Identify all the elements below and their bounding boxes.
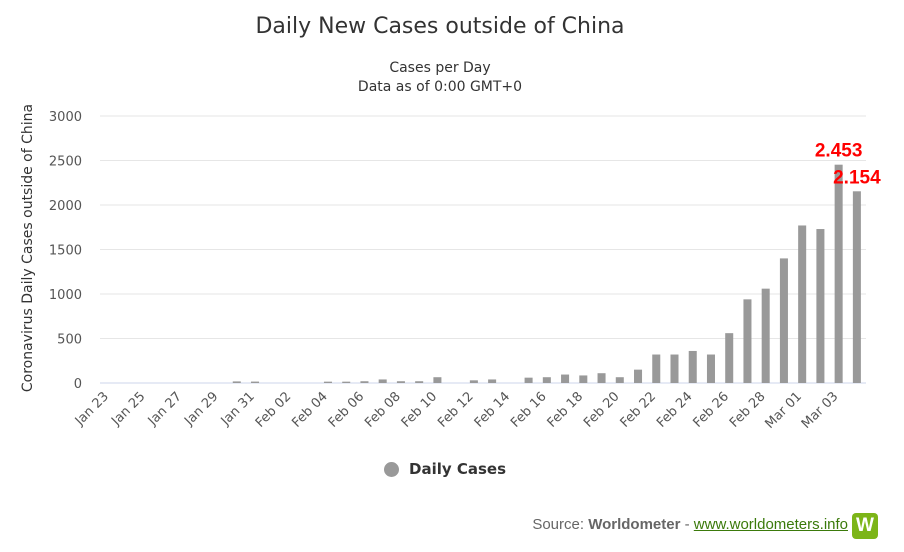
bar[interactable]	[779, 258, 788, 383]
chart-title: Daily New Cases outside of China	[255, 14, 625, 39]
x-tick-label: Feb 12	[435, 389, 477, 431]
x-tick-label: Mar 01	[762, 389, 805, 432]
bar[interactable]	[396, 381, 405, 383]
data-label: 2.154	[833, 167, 881, 188]
worldometer-logo: W	[852, 513, 878, 539]
bar[interactable]	[688, 350, 697, 383]
bar[interactable]	[342, 381, 351, 383]
source-separator: -	[680, 516, 694, 533]
y-tick-label: 0	[74, 377, 82, 392]
legend-label: Daily Cases	[409, 460, 507, 478]
data-label: 2.453	[815, 141, 863, 162]
bar[interactable]	[251, 381, 260, 383]
bar[interactable]	[725, 333, 734, 383]
bar[interactable]	[852, 191, 861, 383]
x-tick-label: Feb 16	[508, 389, 550, 431]
x-tick-label: Feb 20	[581, 389, 623, 431]
bar[interactable]	[670, 354, 679, 383]
x-tick-label: Feb 14	[472, 389, 514, 431]
bar[interactable]	[415, 381, 424, 383]
chart-subtitle-line-2: Data as of 0:00 GMT+0	[357, 79, 523, 95]
x-tick-label: Jan 31	[218, 389, 258, 429]
bar[interactable]	[706, 354, 715, 383]
bar[interactable]	[597, 373, 606, 383]
source-prefix: Source:	[532, 516, 589, 533]
x-tick-label: Feb 22	[618, 389, 660, 431]
gridlines	[100, 115, 866, 384]
source-brand: Worldometer	[588, 516, 681, 533]
annotations: 2.453 2.154	[815, 141, 881, 189]
bar[interactable]	[834, 164, 843, 383]
x-tick-label: Jan 27	[145, 389, 185, 429]
x-tick-label: Feb 06	[326, 389, 368, 431]
y-tick-label: 1500	[49, 244, 82, 259]
bar[interactable]	[579, 375, 588, 383]
bar[interactable]	[524, 377, 533, 383]
bar[interactable]	[323, 381, 332, 383]
bar[interactable]	[761, 288, 770, 383]
y-tick-label: 2000	[49, 199, 82, 214]
x-tick-label: Feb 02	[253, 389, 295, 431]
bar[interactable]	[615, 377, 624, 383]
bar[interactable]	[652, 354, 661, 383]
y-tick-label: 500	[57, 333, 82, 348]
legend-marker	[384, 461, 399, 477]
source-link[interactable]: www.worldometers.info	[693, 516, 848, 533]
x-tick-label: Feb 08	[362, 389, 404, 431]
bar[interactable]	[488, 379, 497, 383]
x-tick-label: Feb 04	[289, 389, 331, 431]
bar[interactable]	[634, 369, 643, 383]
bar[interactable]	[360, 381, 369, 383]
y-tick-label: 2500	[49, 155, 82, 170]
x-tick-label: Feb 24	[654, 389, 696, 431]
bars	[232, 164, 861, 383]
x-tick-label: Feb 26	[691, 389, 733, 431]
legend[interactable]: Daily Cases	[384, 460, 506, 478]
x-tick-label: Jan 25	[108, 389, 148, 429]
x-tick-label: Jan 29	[181, 389, 221, 429]
bar[interactable]	[816, 229, 825, 383]
bar[interactable]	[433, 377, 442, 383]
bar[interactable]	[469, 380, 478, 383]
x-tick-label: Mar 03	[799, 389, 842, 432]
bar[interactable]	[542, 377, 551, 383]
y-axis-label: Coronavirus Daily Cases outside of China	[20, 104, 36, 392]
bar[interactable]	[743, 299, 752, 383]
y-axis-ticks: 0 500 1000 1500 2000 2500 3000	[49, 110, 82, 392]
x-tick-label: Feb 10	[399, 389, 441, 431]
x-tick-label: Feb 28	[727, 389, 769, 431]
y-tick-label: 3000	[49, 110, 82, 125]
bar[interactable]	[378, 379, 387, 383]
bar[interactable]	[798, 225, 807, 383]
x-tick-label: Feb 18	[545, 389, 587, 431]
y-tick-label: 1000	[49, 288, 82, 303]
source-credit: Source: Worldometer - www.worldometers.i…	[532, 516, 848, 533]
bar[interactable]	[561, 374, 570, 383]
bar[interactable]	[232, 381, 241, 383]
chart-subtitle-line-1: Cases per Day	[389, 60, 491, 76]
x-tick-label: Jan 23	[72, 389, 112, 429]
